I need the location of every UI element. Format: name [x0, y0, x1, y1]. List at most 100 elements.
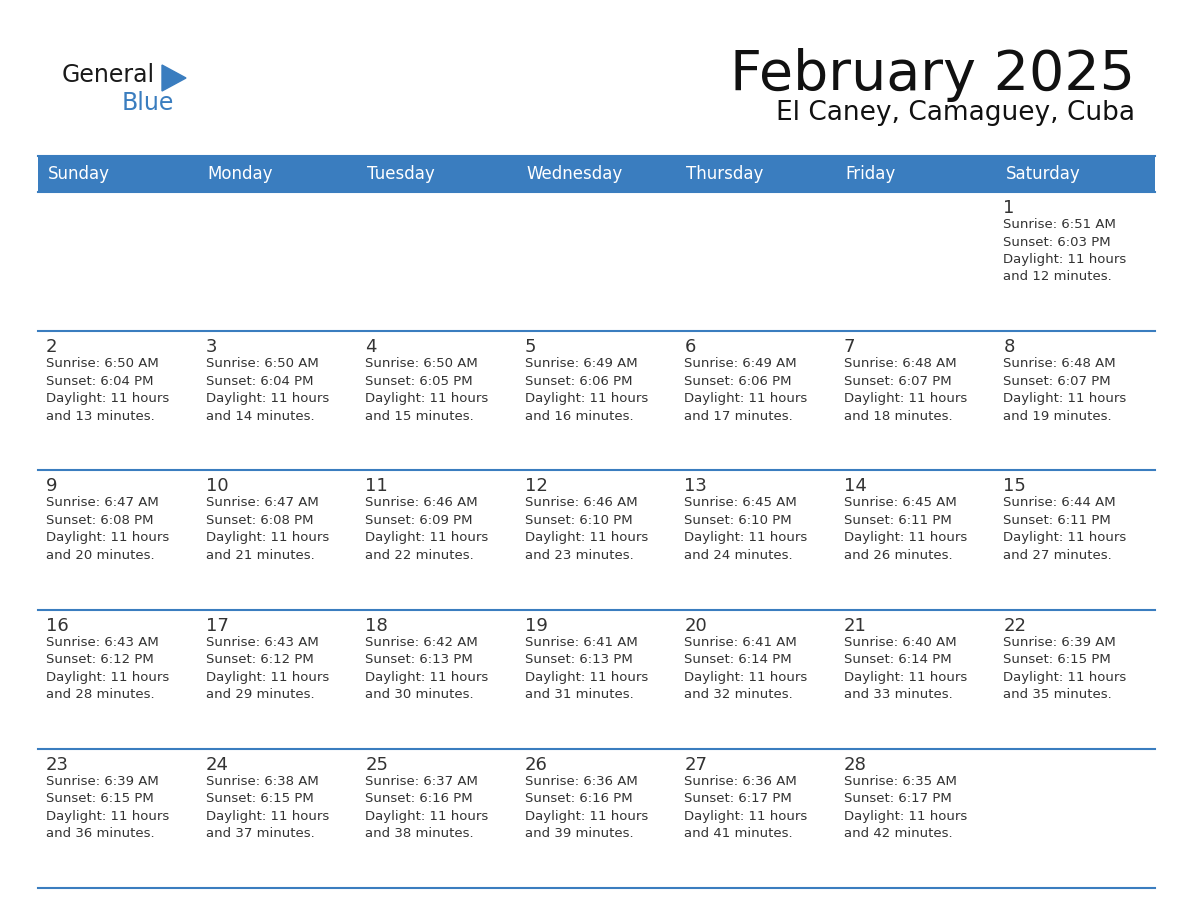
Text: and 26 minutes.: and 26 minutes. — [843, 549, 953, 562]
Text: Sunset: 6:04 PM: Sunset: 6:04 PM — [46, 375, 153, 387]
Bar — [836, 192, 996, 331]
Bar — [836, 749, 996, 888]
Bar — [996, 331, 1155, 470]
Text: and 16 minutes.: and 16 minutes. — [525, 409, 633, 422]
Text: Sunrise: 6:41 AM: Sunrise: 6:41 AM — [684, 635, 797, 649]
Text: and 19 minutes.: and 19 minutes. — [1004, 409, 1112, 422]
Bar — [197, 610, 358, 749]
Text: 9: 9 — [46, 477, 57, 496]
Bar — [197, 470, 358, 610]
Text: Daylight: 11 hours: Daylight: 11 hours — [843, 671, 967, 684]
Text: 18: 18 — [365, 617, 388, 634]
Bar — [676, 610, 836, 749]
Bar — [38, 156, 1155, 192]
Text: 3: 3 — [206, 338, 217, 356]
Text: Sunset: 6:03 PM: Sunset: 6:03 PM — [1004, 236, 1111, 249]
Text: 24: 24 — [206, 756, 228, 774]
Bar — [676, 192, 836, 331]
Text: Daylight: 11 hours: Daylight: 11 hours — [46, 392, 169, 405]
Text: Blue: Blue — [122, 91, 175, 115]
Text: 28: 28 — [843, 756, 867, 774]
Text: Sunset: 6:06 PM: Sunset: 6:06 PM — [684, 375, 791, 387]
Text: Sunrise: 6:49 AM: Sunrise: 6:49 AM — [684, 357, 797, 370]
Text: Daylight: 11 hours: Daylight: 11 hours — [206, 392, 329, 405]
Text: Sunset: 6:14 PM: Sunset: 6:14 PM — [684, 653, 792, 666]
Bar — [676, 470, 836, 610]
Text: Sunrise: 6:38 AM: Sunrise: 6:38 AM — [206, 775, 318, 788]
Text: Monday: Monday — [208, 165, 273, 183]
Text: 4: 4 — [365, 338, 377, 356]
Text: Sunrise: 6:51 AM: Sunrise: 6:51 AM — [1004, 218, 1117, 231]
Text: 20: 20 — [684, 617, 707, 634]
Bar — [358, 610, 517, 749]
Text: 6: 6 — [684, 338, 696, 356]
Text: Sunrise: 6:36 AM: Sunrise: 6:36 AM — [684, 775, 797, 788]
Bar — [517, 470, 676, 610]
Text: 7: 7 — [843, 338, 855, 356]
Text: 27: 27 — [684, 756, 707, 774]
Text: Sunset: 6:13 PM: Sunset: 6:13 PM — [525, 653, 632, 666]
Text: Daylight: 11 hours: Daylight: 11 hours — [206, 810, 329, 823]
Text: 23: 23 — [46, 756, 69, 774]
Text: Daylight: 11 hours: Daylight: 11 hours — [843, 810, 967, 823]
Text: Sunday: Sunday — [48, 165, 110, 183]
Text: Daylight: 11 hours: Daylight: 11 hours — [1004, 253, 1126, 266]
Bar — [996, 749, 1155, 888]
Text: Sunrise: 6:36 AM: Sunrise: 6:36 AM — [525, 775, 638, 788]
Text: Sunset: 6:10 PM: Sunset: 6:10 PM — [684, 514, 792, 527]
Text: Daylight: 11 hours: Daylight: 11 hours — [206, 532, 329, 544]
Text: 16: 16 — [46, 617, 69, 634]
Bar — [38, 749, 197, 888]
Text: and 32 minutes.: and 32 minutes. — [684, 688, 794, 701]
Text: and 35 minutes.: and 35 minutes. — [1004, 688, 1112, 701]
Text: 19: 19 — [525, 617, 548, 634]
Polygon shape — [162, 65, 187, 91]
Text: Sunrise: 6:35 AM: Sunrise: 6:35 AM — [843, 775, 956, 788]
Text: Sunset: 6:12 PM: Sunset: 6:12 PM — [206, 653, 314, 666]
Text: Daylight: 11 hours: Daylight: 11 hours — [365, 532, 488, 544]
Bar — [996, 192, 1155, 331]
Text: Daylight: 11 hours: Daylight: 11 hours — [206, 671, 329, 684]
Text: 2: 2 — [46, 338, 57, 356]
Text: Sunset: 6:09 PM: Sunset: 6:09 PM — [365, 514, 473, 527]
Bar — [517, 610, 676, 749]
Text: 15: 15 — [1004, 477, 1026, 496]
Text: Daylight: 11 hours: Daylight: 11 hours — [525, 392, 647, 405]
Text: Sunrise: 6:46 AM: Sunrise: 6:46 AM — [365, 497, 478, 509]
Text: and 27 minutes.: and 27 minutes. — [1004, 549, 1112, 562]
Text: Sunset: 6:10 PM: Sunset: 6:10 PM — [525, 514, 632, 527]
Text: 5: 5 — [525, 338, 536, 356]
Text: Sunrise: 6:42 AM: Sunrise: 6:42 AM — [365, 635, 478, 649]
Text: Daylight: 11 hours: Daylight: 11 hours — [1004, 532, 1126, 544]
Text: 13: 13 — [684, 477, 707, 496]
Text: Sunrise: 6:45 AM: Sunrise: 6:45 AM — [684, 497, 797, 509]
Text: 1: 1 — [1004, 199, 1015, 217]
Text: Sunset: 6:12 PM: Sunset: 6:12 PM — [46, 653, 153, 666]
Text: Daylight: 11 hours: Daylight: 11 hours — [525, 671, 647, 684]
Text: Sunset: 6:13 PM: Sunset: 6:13 PM — [365, 653, 473, 666]
Text: and 15 minutes.: and 15 minutes. — [365, 409, 474, 422]
Text: Sunset: 6:08 PM: Sunset: 6:08 PM — [46, 514, 153, 527]
Text: 10: 10 — [206, 477, 228, 496]
Text: 25: 25 — [365, 756, 388, 774]
Text: Daylight: 11 hours: Daylight: 11 hours — [843, 392, 967, 405]
Text: Saturday: Saturday — [1005, 165, 1080, 183]
Bar — [358, 331, 517, 470]
Text: Sunrise: 6:44 AM: Sunrise: 6:44 AM — [1004, 497, 1116, 509]
Text: and 38 minutes.: and 38 minutes. — [365, 827, 474, 840]
Text: Sunset: 6:11 PM: Sunset: 6:11 PM — [1004, 514, 1111, 527]
Text: Daylight: 11 hours: Daylight: 11 hours — [365, 810, 488, 823]
Text: Sunset: 6:14 PM: Sunset: 6:14 PM — [843, 653, 952, 666]
Text: Sunrise: 6:50 AM: Sunrise: 6:50 AM — [46, 357, 159, 370]
Text: and 31 minutes.: and 31 minutes. — [525, 688, 633, 701]
Bar — [38, 331, 197, 470]
Text: and 14 minutes.: and 14 minutes. — [206, 409, 314, 422]
Text: Sunset: 6:08 PM: Sunset: 6:08 PM — [206, 514, 314, 527]
Text: and 42 minutes.: and 42 minutes. — [843, 827, 953, 840]
Text: and 23 minutes.: and 23 minutes. — [525, 549, 633, 562]
Text: El Caney, Camaguey, Cuba: El Caney, Camaguey, Cuba — [776, 100, 1135, 126]
Text: Sunset: 6:07 PM: Sunset: 6:07 PM — [843, 375, 952, 387]
Text: Wednesday: Wednesday — [526, 165, 623, 183]
Text: Daylight: 11 hours: Daylight: 11 hours — [365, 392, 488, 405]
Text: Daylight: 11 hours: Daylight: 11 hours — [46, 671, 169, 684]
